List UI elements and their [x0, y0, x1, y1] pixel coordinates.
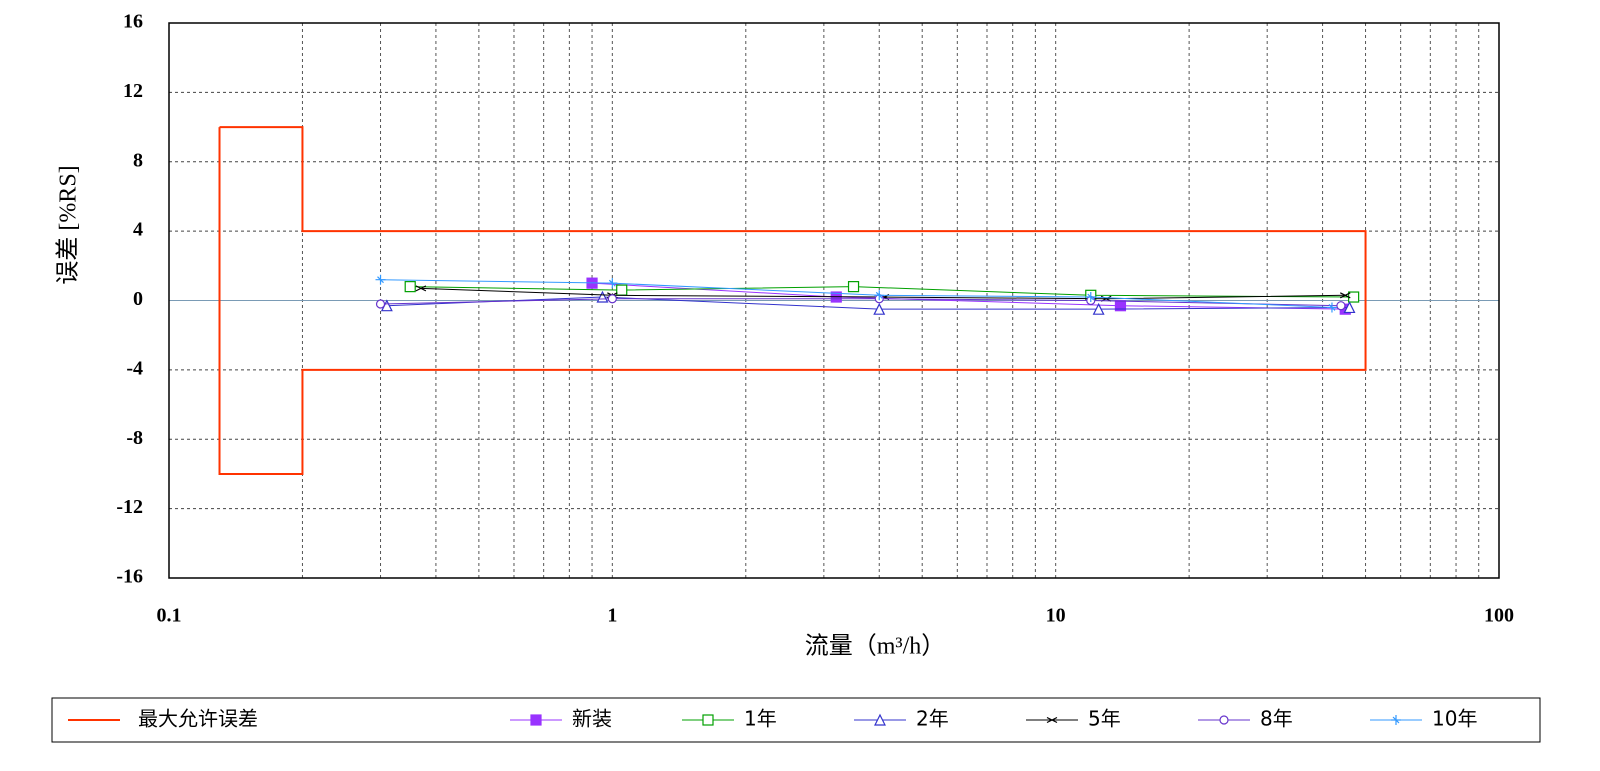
legend-label: 8年 — [1260, 707, 1293, 731]
series-line — [218, 126, 1367, 475]
legend-marker — [1391, 715, 1401, 725]
y-tick-label: 0 — [133, 288, 143, 310]
legend-label: 新装 — [572, 707, 612, 731]
data-point — [1085, 292, 1096, 303]
data-point — [607, 278, 618, 289]
y-tick-label: -16 — [116, 566, 143, 588]
y-tick-label: -8 — [126, 427, 143, 449]
y-axis-title: 误差 [%RS] — [55, 165, 82, 284]
data-point — [1092, 302, 1105, 315]
y-tick-label: 16 — [123, 11, 143, 33]
legend-box — [51, 697, 1541, 743]
legend-label: 5年 — [1088, 707, 1121, 731]
legend-label: 2年 — [916, 707, 949, 731]
data-point — [375, 274, 386, 285]
data-point — [847, 281, 860, 293]
y-tick-label: -12 — [116, 496, 143, 518]
legend-label: 10年 — [1432, 707, 1477, 731]
data-point — [415, 285, 427, 292]
legend-marker — [1046, 716, 1058, 724]
x-tick-label: 10 — [1046, 605, 1066, 627]
data-point — [874, 290, 885, 301]
legend-marker — [702, 714, 714, 726]
y-tick-label: -4 — [126, 357, 143, 379]
data-point — [1336, 301, 1346, 311]
data-point — [1339, 292, 1351, 299]
y-tick-label: 4 — [133, 219, 143, 241]
legend-label: 最大允许误差 — [138, 707, 258, 731]
data-point — [616, 284, 628, 296]
legend-marker — [530, 714, 542, 726]
legend-label: 1年 — [744, 707, 777, 731]
y-tick-label: 12 — [123, 80, 143, 102]
legend-marker — [1219, 715, 1229, 725]
x-tick-label: 0.1 — [157, 605, 182, 627]
plot-frame — [168, 22, 1500, 579]
data-point — [873, 302, 886, 315]
y-tick-label: 8 — [133, 149, 143, 171]
series-line — [592, 282, 1346, 310]
data-point — [1343, 301, 1356, 314]
data-point — [404, 281, 416, 293]
data-point — [1326, 302, 1337, 313]
data-point — [607, 294, 617, 304]
x-axis-title: 流量（m³/h） — [805, 633, 946, 660]
legend-marker — [874, 713, 886, 726]
x-tick-label: 1 — [607, 605, 617, 627]
data-point — [375, 299, 386, 309]
x-tick-label: 100 — [1484, 605, 1514, 627]
